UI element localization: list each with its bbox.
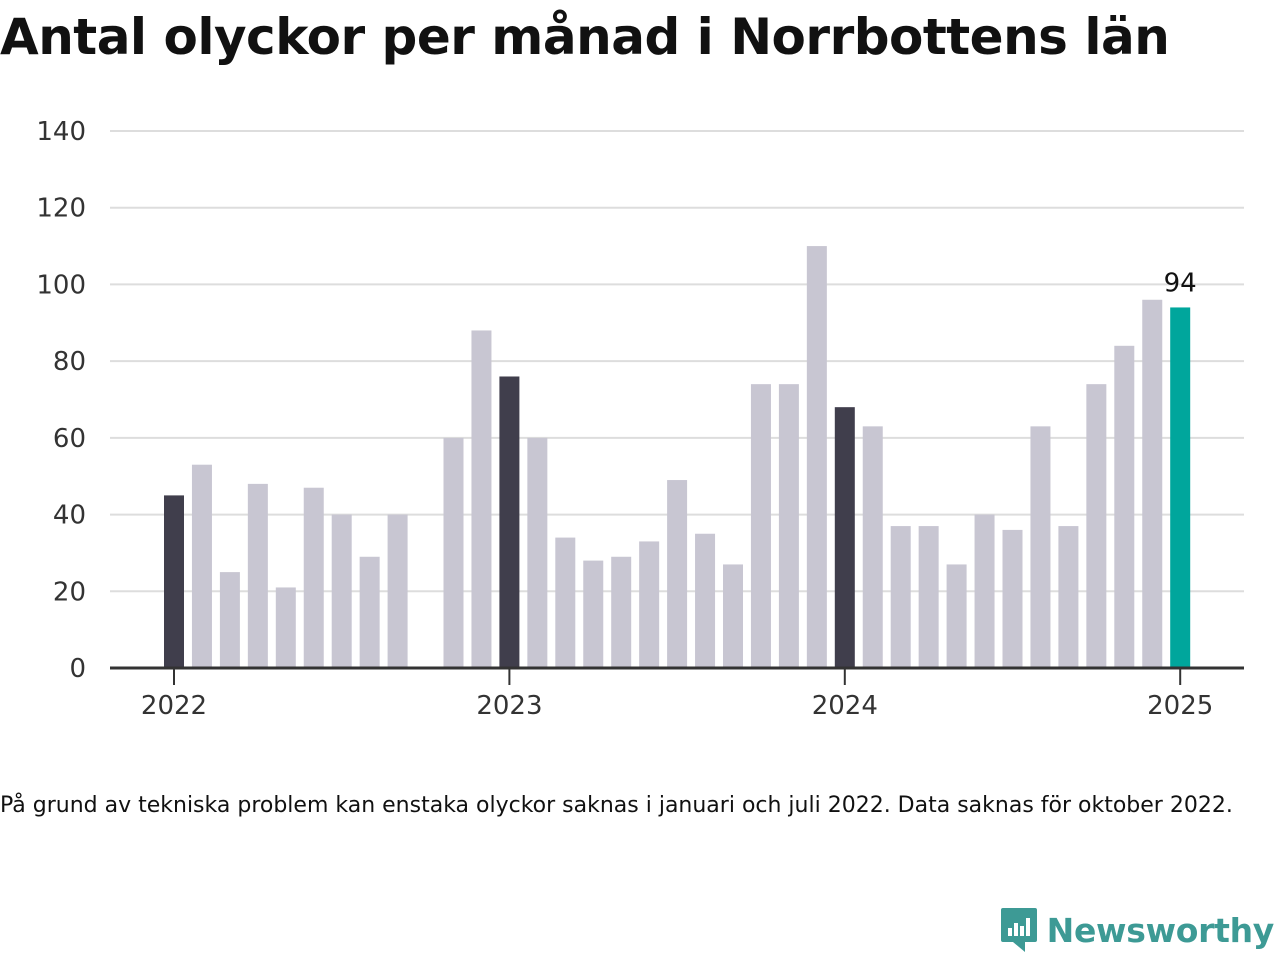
bar-2024-10 bbox=[1086, 384, 1107, 668]
bar-2022-12 bbox=[471, 330, 492, 668]
y-tick-label: 0 bbox=[69, 654, 86, 684]
bar-2024-02 bbox=[862, 426, 883, 668]
bar-2023-01 bbox=[499, 376, 520, 668]
bar-2024-09 bbox=[1058, 526, 1079, 668]
y-tick-label: 20 bbox=[53, 577, 86, 607]
bar-2023-09 bbox=[723, 564, 743, 668]
bar-2022-01 bbox=[164, 495, 184, 668]
bar-2022-11 bbox=[443, 437, 464, 668]
brand-name: Newsworthy bbox=[1046, 910, 1275, 950]
bars bbox=[164, 246, 1191, 669]
y-tick-label: 60 bbox=[53, 424, 86, 454]
bar-2024-08 bbox=[1030, 426, 1051, 668]
bar-2024-12 bbox=[1142, 299, 1163, 668]
bar-2023-07 bbox=[667, 480, 688, 668]
y-axis-tick-labels: 0 20 40 60 80 100 120 140 bbox=[36, 117, 86, 684]
newsworthy-logo: Newsworthy bbox=[999, 902, 1274, 958]
y-tick-label: 40 bbox=[53, 501, 86, 531]
bar-2024-11 bbox=[1114, 345, 1135, 668]
bar-2022-04 bbox=[247, 483, 268, 668]
bar-2023-03 bbox=[555, 537, 576, 668]
bar-2022-08 bbox=[359, 556, 380, 668]
data-labels: 94 bbox=[1164, 268, 1197, 298]
bar-2023-10 bbox=[750, 384, 771, 668]
footnote: På grund av tekniska problem kan enstaka… bbox=[0, 793, 1233, 818]
bar-2023-04 bbox=[583, 560, 604, 668]
y-tick-label: 80 bbox=[53, 347, 86, 377]
data-label-latest: 94 bbox=[1164, 268, 1197, 298]
bar-2023-08 bbox=[695, 533, 716, 668]
bar-2023-05 bbox=[611, 556, 632, 668]
bar-2023-11 bbox=[778, 384, 799, 668]
bar-2024-07 bbox=[1002, 529, 1023, 668]
x-tick-label: 2025 bbox=[1147, 691, 1213, 721]
x-tick-label: 2023 bbox=[476, 691, 542, 721]
y-tick-label: 120 bbox=[36, 194, 86, 224]
x-axis: 2022 2023 2024 2025 bbox=[110, 666, 1244, 721]
bar-2022-07 bbox=[331, 514, 352, 668]
bar-2024-03 bbox=[890, 526, 911, 668]
y-tick-label: 100 bbox=[36, 270, 86, 300]
bar-2024-06 bbox=[974, 514, 995, 668]
x-tick-label: 2022 bbox=[141, 691, 207, 721]
bar-2022-05 bbox=[275, 587, 296, 668]
x-tick-label: 2024 bbox=[812, 691, 878, 721]
y-tick-label: 140 bbox=[36, 117, 86, 147]
chart-title: Antal olyckor per månad i Norrbottens lä… bbox=[0, 8, 1170, 66]
bar-chart: 0 20 40 60 80 100 120 140 2022 2023 2024 2025 94 bbox=[36, 117, 1244, 721]
bar-2024-04 bbox=[918, 526, 939, 668]
bar-2022-06 bbox=[303, 487, 324, 668]
bar-2022-09 bbox=[387, 514, 408, 668]
newsworthy-logo-icon bbox=[1000, 908, 1037, 952]
bar-2023-12 bbox=[806, 246, 827, 669]
bar-2023-02 bbox=[527, 437, 548, 668]
bar-2022-03 bbox=[219, 572, 240, 668]
bar-2025-01 bbox=[1170, 307, 1191, 668]
bar-2023-06 bbox=[639, 541, 660, 668]
bar-2024-01 bbox=[834, 407, 855, 668]
bar-2024-05 bbox=[946, 564, 967, 668]
bar-2022-02 bbox=[191, 464, 212, 668]
